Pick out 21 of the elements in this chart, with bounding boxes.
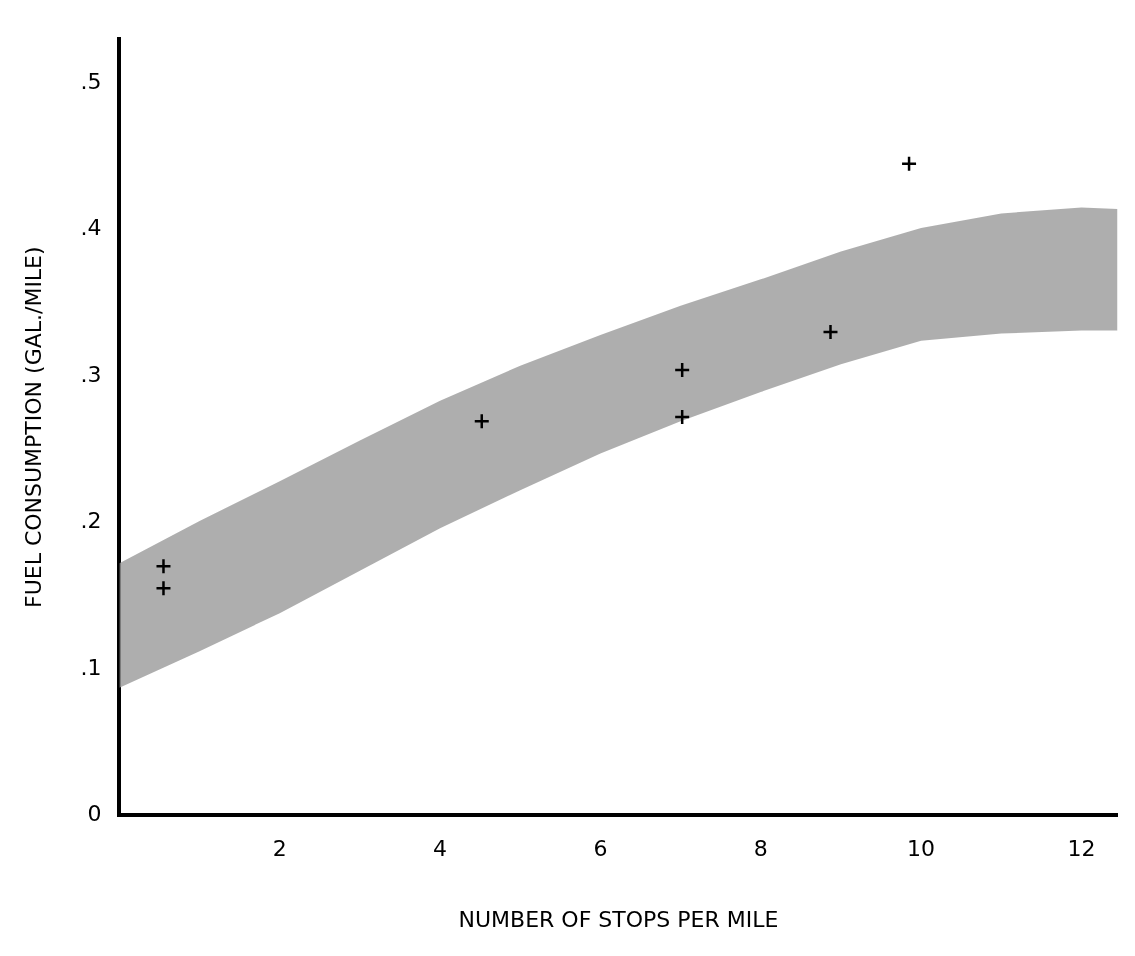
x-tick-label: 2 (272, 836, 287, 862)
x-axis-title: NUMBER OF STOPS PER MILE (458, 906, 779, 932)
y-tick-label: .1 (80, 654, 102, 680)
x-tick-label: 8 (753, 836, 768, 862)
y-tick-label: .5 (80, 68, 102, 94)
x-tick-label: 4 (433, 836, 448, 862)
point (155, 558, 172, 575)
y-axis-title: FUEL CONSUMPTION (GAL./MILE) (20, 246, 46, 608)
y-tick-label: .3 (80, 361, 102, 387)
x-tick-label: 10 (907, 836, 936, 862)
y-tick-label: 0 (87, 800, 102, 826)
x-tick-label: 12 (1067, 836, 1096, 862)
point (900, 155, 918, 172)
point (822, 323, 839, 341)
x-tick-label: 6 (593, 836, 608, 862)
point (673, 361, 691, 379)
point (673, 408, 691, 426)
y-tick-label: .4 (80, 215, 102, 241)
point (155, 580, 172, 597)
y-tick-label: .2 (80, 508, 102, 534)
point (473, 413, 491, 430)
